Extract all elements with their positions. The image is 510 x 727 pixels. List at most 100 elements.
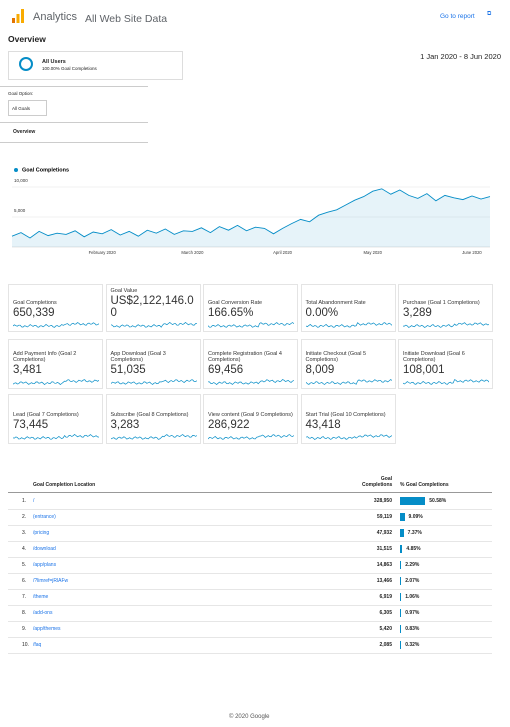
location-link[interactable]: /add-ons bbox=[33, 610, 53, 616]
legend-label: Goal Completions bbox=[22, 167, 69, 173]
scorecard: Add Payment Info (Goal 2 Completions) 3,4… bbox=[8, 339, 103, 389]
scorecard-title: Goal Value bbox=[110, 288, 138, 294]
scorecard-title: Lead (Goal 7 Completions) bbox=[13, 412, 79, 418]
location-link[interactable]: /app/plans bbox=[33, 562, 57, 568]
y-tick-label: 5,000 bbox=[14, 208, 26, 213]
location-link[interactable]: /app/themes bbox=[33, 626, 61, 632]
goal-option-label: Goal Option: bbox=[8, 91, 34, 96]
sparkline bbox=[110, 322, 197, 328]
location-link[interactable]: /theme bbox=[33, 594, 49, 600]
completions: 31,515 bbox=[376, 546, 392, 552]
percent-bar bbox=[400, 561, 402, 569]
location-link[interactable]: (entrance) bbox=[33, 514, 56, 520]
location-link[interactable]: /?limref=jRlAFw bbox=[33, 578, 69, 584]
percent-label: 0.83% bbox=[405, 626, 420, 632]
table-row: 7. /theme 6,919 1.06% bbox=[8, 589, 492, 606]
x-tick-label: March 2020 bbox=[181, 250, 204, 255]
scorecard: Subscribe (Goal 8 Completions) 3,283 bbox=[105, 394, 201, 444]
segment-box[interactable] bbox=[8, 51, 183, 80]
go-to-report[interactable]: Go to report bbox=[440, 13, 475, 20]
line-chart: Goal Completions 5,000 10,000 February 2020… bbox=[11, 167, 491, 255]
area bbox=[12, 188, 490, 247]
sparkline-path bbox=[110, 322, 197, 328]
percent-label: 7.37% bbox=[407, 530, 422, 536]
scorecard: Goal Completions 650,339 bbox=[8, 284, 103, 332]
column-header: Goal Completion Location bbox=[33, 482, 96, 488]
sparkline bbox=[208, 322, 294, 328]
percent-label: 0.97% bbox=[405, 610, 420, 616]
table-row: 9. /app/themes 5,420 0.83% bbox=[8, 621, 492, 638]
percent-bar bbox=[400, 545, 403, 553]
percent-bar bbox=[400, 641, 402, 649]
sparkline-path bbox=[13, 322, 99, 328]
scorecard-value: 650,339 bbox=[13, 307, 55, 319]
scorecard: Lead (Goal 7 Completions) 73,445 bbox=[8, 394, 103, 444]
scorecard-value: 73,445 bbox=[13, 419, 49, 431]
table-row: 2. (entrance) 59,119 9.09% bbox=[8, 509, 492, 526]
divider bbox=[0, 142, 148, 143]
location-link[interactable]: /download bbox=[33, 546, 56, 552]
page-title: Overview bbox=[8, 34, 46, 44]
location-link[interactable]: /faq bbox=[33, 642, 42, 648]
rank: 8. bbox=[22, 610, 27, 616]
goal-select[interactable] bbox=[8, 100, 47, 116]
scorecard: Goal Conversion Rate 166.65% bbox=[203, 284, 298, 332]
scorecard-title: Total Abandonment Rate bbox=[305, 300, 366, 306]
completions: 6,305 bbox=[379, 610, 392, 616]
scorecard-value: 43,418 bbox=[305, 419, 341, 431]
scorecard: App Download (Goal 3 Completions) 51,035 bbox=[105, 339, 201, 389]
sparkline bbox=[110, 434, 197, 440]
scorecard-value: 286,922 bbox=[208, 419, 250, 431]
tab-overview[interactable]: Overview bbox=[13, 129, 36, 135]
scorecard-title: Purchase (Goal 1 Completions) bbox=[403, 300, 480, 306]
scorecard-value: 166.65% bbox=[208, 307, 254, 319]
sparkline bbox=[13, 322, 99, 328]
completions: 5,420 bbox=[379, 626, 392, 632]
percent-label: 0.32% bbox=[405, 642, 420, 648]
table-row: 1. / 328,950 50.58% bbox=[8, 493, 492, 510]
location-link[interactable]: /pricing bbox=[33, 530, 50, 536]
sparkline-path bbox=[208, 434, 294, 440]
scorecard-title: Initiate Download (Goal 6 Completions) bbox=[403, 351, 465, 363]
scorecard-title: App Download (Goal 3 Completions) bbox=[110, 351, 166, 363]
sparkline bbox=[208, 434, 294, 440]
sparkline bbox=[305, 379, 392, 385]
sparkline bbox=[403, 379, 489, 385]
table-row: 6. /?limref=jRlAFw 13,466 2.07% bbox=[8, 573, 492, 590]
percent-label: 50.58% bbox=[429, 498, 447, 504]
divider bbox=[0, 122, 148, 123]
table-row: 5. /app/plans 14,863 2.29% bbox=[8, 557, 492, 574]
scorecard: Initiate Download (Goal 6 Completions) 10… bbox=[398, 339, 493, 389]
scorecard-title: Add Payment Info (Goal 2 Completions) bbox=[13, 351, 77, 363]
percent-bar bbox=[400, 609, 402, 617]
scorecard: Initiate Checkout (Goal 5 Completions) 8,… bbox=[300, 339, 396, 389]
sparkline-path bbox=[208, 322, 294, 328]
segment-detail: 100.00% Goal Completions bbox=[42, 66, 97, 71]
sparkline bbox=[13, 434, 99, 440]
scorecard-value: 108,001 bbox=[403, 364, 445, 376]
y-tick-label: 10,000 bbox=[14, 178, 28, 183]
table-row: 4. /download 31,515 4.85% bbox=[8, 541, 492, 558]
segment-name: All Users bbox=[42, 59, 66, 65]
sparkline-path bbox=[403, 322, 489, 328]
scorecard-title: Goal Conversion Rate bbox=[208, 300, 263, 306]
column-header: Goal Completions bbox=[362, 476, 393, 488]
rank: 3. bbox=[22, 530, 27, 536]
rank: 7. bbox=[22, 594, 27, 600]
rank: 10. bbox=[22, 642, 29, 648]
scorecard-value: US$2,122,146.00 bbox=[110, 295, 194, 319]
x-tick-label: April 2020 bbox=[273, 250, 293, 255]
table-header: Goal Completion Location Goal Completions… bbox=[8, 474, 492, 493]
rank: 2. bbox=[22, 514, 27, 520]
legend-dot bbox=[14, 168, 18, 172]
percent-bar bbox=[400, 529, 404, 537]
scorecard-value: 8,009 bbox=[305, 364, 335, 376]
footer: © 2020 Google bbox=[229, 714, 270, 720]
sparkline-path bbox=[305, 434, 392, 440]
rank: 1. bbox=[22, 498, 27, 504]
location-link[interactable]: / bbox=[33, 498, 35, 504]
column-header: % Goal Completions bbox=[400, 482, 449, 488]
property-name: All Web Site Data bbox=[85, 13, 168, 25]
product-name: Analytics bbox=[33, 11, 78, 23]
external-icon: ⧉ bbox=[487, 11, 492, 17]
